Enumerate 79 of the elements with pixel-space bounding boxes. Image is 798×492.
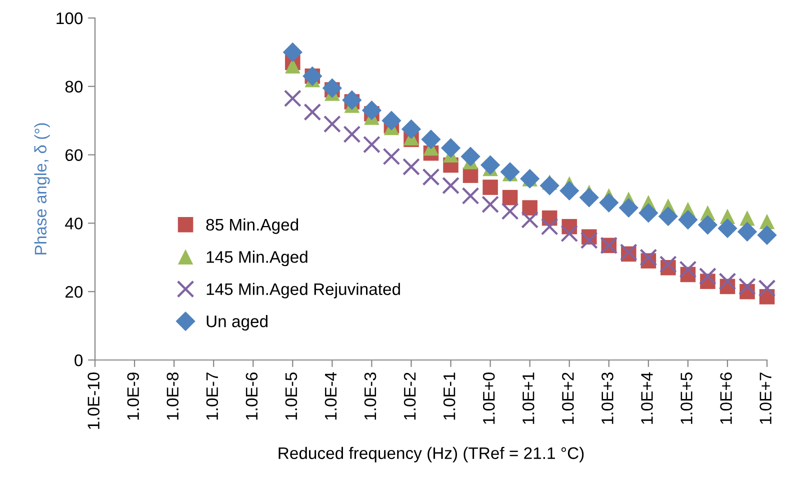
x-tick-label: 1.0E-4 bbox=[324, 372, 337, 420]
x-tick-label: 1.0E+1 bbox=[522, 372, 534, 424]
point bbox=[362, 136, 380, 154]
x-tick-label: 1.0E+4 bbox=[641, 372, 653, 424]
point bbox=[501, 202, 519, 220]
point bbox=[322, 78, 342, 98]
point bbox=[284, 90, 302, 108]
point bbox=[560, 180, 580, 201]
point bbox=[679, 260, 697, 278]
x-tick-label: 1.0E-3 bbox=[364, 372, 376, 420]
point bbox=[362, 100, 382, 120]
x-tick-label: 1.0E+0 bbox=[482, 372, 495, 424]
x-tick-label: 1.0E+5 bbox=[680, 372, 692, 424]
x-tick-label: 1.0E+7 bbox=[760, 372, 772, 424]
y-tick-label: 20 bbox=[65, 286, 83, 298]
point bbox=[540, 218, 558, 236]
x-tick-label: 1.0E-7 bbox=[206, 372, 218, 420]
legend-label: Un aged bbox=[206, 315, 268, 331]
point bbox=[421, 130, 441, 150]
point bbox=[560, 224, 578, 242]
x-axis-title: Reduced frequency (Hz) (TRef = 21.1 °C) bbox=[278, 446, 584, 462]
point bbox=[282, 42, 302, 62]
point bbox=[678, 210, 698, 230]
y-tick-label: 60 bbox=[66, 149, 83, 162]
point bbox=[718, 218, 738, 238]
point bbox=[462, 187, 480, 205]
point bbox=[442, 176, 460, 194]
point bbox=[304, 103, 322, 121]
legend-label: 145 Min.Aged bbox=[206, 250, 308, 266]
y-tick-label: 100 bbox=[56, 12, 83, 24]
x-tick-label: 1.0E+6 bbox=[720, 372, 732, 424]
point bbox=[640, 248, 658, 266]
point bbox=[579, 188, 599, 208]
y-axis-title: Phase angle, δ (°) bbox=[34, 123, 50, 254]
point bbox=[343, 126, 361, 144]
point bbox=[382, 110, 402, 130]
y-tick-label: 80 bbox=[65, 80, 83, 93]
x-tick-label: 1.0E-6 bbox=[246, 372, 258, 420]
x-tick-label: 1.0E+2 bbox=[562, 372, 574, 424]
point bbox=[482, 180, 498, 195]
point bbox=[580, 232, 598, 250]
y-tick-label: 40 bbox=[65, 218, 83, 230]
point bbox=[502, 190, 518, 206]
point bbox=[658, 206, 678, 226]
point bbox=[342, 90, 362, 110]
point bbox=[522, 200, 538, 216]
point bbox=[659, 255, 677, 273]
point bbox=[460, 146, 480, 166]
x-tick-label: 1.0E-2 bbox=[404, 372, 416, 420]
point bbox=[521, 211, 539, 229]
point bbox=[401, 119, 422, 139]
point bbox=[382, 148, 400, 166]
point bbox=[638, 203, 658, 223]
y-tick-label: 0 bbox=[74, 354, 83, 366]
point bbox=[698, 267, 716, 285]
x-tick-label: 1.0E-5 bbox=[285, 372, 298, 420]
point bbox=[480, 155, 500, 175]
point bbox=[402, 158, 420, 176]
point bbox=[757, 225, 777, 245]
point bbox=[323, 115, 341, 133]
point bbox=[758, 279, 776, 297]
x-tick-label: 1.0E-10 bbox=[88, 372, 100, 429]
point bbox=[618, 198, 638, 218]
point bbox=[698, 215, 718, 235]
point bbox=[482, 196, 500, 214]
x-tick-label: 1.0E-9 bbox=[127, 372, 140, 420]
point bbox=[440, 138, 461, 158]
x-tick-label: 1.0E-8 bbox=[166, 372, 179, 420]
point bbox=[599, 192, 619, 212]
point bbox=[540, 176, 560, 196]
point bbox=[737, 222, 758, 242]
point bbox=[500, 162, 520, 182]
legend-label: 145 Min.Aged Rejuvinated bbox=[206, 282, 400, 298]
x-tick-label: 1.0E+3 bbox=[602, 372, 614, 424]
legend-label: 85 Min.Aged bbox=[206, 218, 298, 234]
point bbox=[422, 168, 440, 186]
point bbox=[718, 272, 736, 290]
x-tick-label: 1.0E-1 bbox=[443, 372, 456, 420]
point bbox=[738, 278, 756, 296]
